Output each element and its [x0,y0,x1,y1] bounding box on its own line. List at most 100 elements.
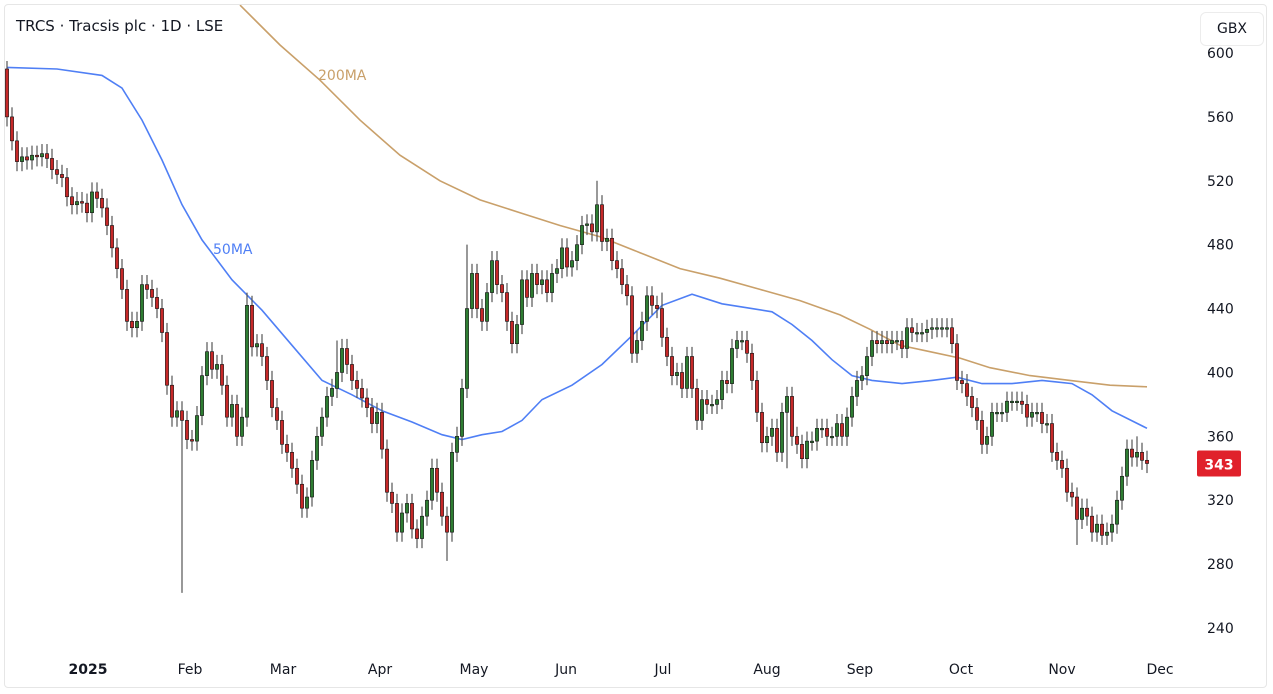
candle-body [1040,412,1044,424]
candle [165,322,169,395]
candle [115,238,119,279]
last-price-label: 343 [1204,457,1233,473]
candle-body [475,273,479,309]
candle-body [1105,531,1109,536]
candle [615,251,619,279]
candle-body [940,327,944,330]
candle-body [785,396,789,413]
x-tick-label: Oct [949,662,974,678]
candle-body [975,407,979,421]
candle-body [5,68,9,118]
candle-body [1100,523,1104,536]
candle [950,318,954,354]
candle [890,330,894,354]
candle [685,346,689,398]
candle [770,418,774,446]
candle [180,401,184,593]
candle-body [690,356,694,389]
candle-body [110,225,114,249]
candle-body [985,436,989,445]
candle-body [415,528,419,539]
candle [760,402,764,453]
candle [840,413,844,446]
candle [645,286,649,331]
candle [75,191,79,215]
candle [975,398,979,430]
candle [90,182,94,223]
candle-body [270,380,274,408]
candle-body [225,384,229,418]
candle-body [65,177,69,198]
candle-body [115,247,119,269]
candle-body [655,305,659,309]
candle [435,458,439,502]
candle-body [555,268,559,274]
candle [440,482,444,526]
candle [1090,506,1094,542]
candle [920,322,924,343]
candle [680,362,684,398]
candle-body [820,428,824,431]
candle [665,327,669,367]
candle-body [740,340,744,343]
candle [755,370,759,422]
candle-body [410,503,414,530]
candle [1130,439,1134,467]
candle [900,330,904,359]
candle-body [550,273,554,293]
candle-body [1055,452,1059,461]
candle-body [880,340,884,344]
candle [485,283,489,331]
candle [1140,442,1144,470]
candle [540,270,544,295]
candle [1015,391,1019,411]
candle-body [610,237,614,261]
candle [5,60,9,127]
candle [1000,402,1004,422]
candle-body [895,340,899,343]
candle [545,270,549,303]
candle-body [100,198,104,209]
candle [125,279,129,331]
candle [690,346,694,398]
candle [1010,391,1014,411]
candle-body [190,439,194,442]
y-tick-label: 320 [1207,493,1234,509]
candle [35,145,39,167]
candle [735,330,739,359]
candle-body [490,260,494,293]
candle-body [645,295,649,322]
candle [595,180,599,242]
candle [825,418,829,446]
candle [370,398,374,434]
candle-body [760,412,764,444]
candle-body [970,396,974,408]
ma-line-50ma [6,66,1148,441]
candle-body [335,372,339,389]
candle [805,431,809,469]
candle [790,386,794,446]
candle [500,275,504,303]
candle-body [1050,423,1054,453]
y-tick-label: 560 [1207,110,1234,126]
ma50-label: 50MA [213,242,253,258]
candle-body [390,491,394,504]
candle-body [995,412,999,415]
x-tick-label: Mar [270,662,297,678]
candle-body [1010,400,1014,403]
candle-body [580,225,584,245]
candle [870,330,874,367]
candle-body [355,380,359,389]
x-tick-label: Jun [554,662,577,678]
candle [120,259,124,299]
candle-body [775,428,779,453]
candle [565,238,569,277]
candle-body [835,423,839,437]
currency-button[interactable]: GBX [1200,12,1264,46]
candle-body [700,399,704,421]
candle-body [650,295,654,306]
candle-body [600,204,604,242]
candle [355,370,359,398]
candle [885,330,889,354]
